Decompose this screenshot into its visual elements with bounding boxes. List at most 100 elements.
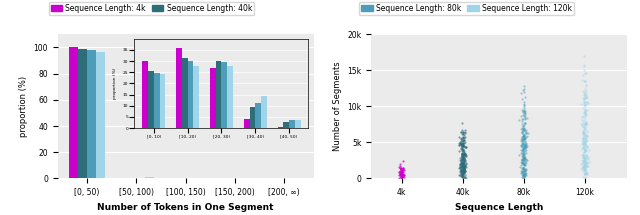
Point — [515, 165, 525, 169]
Point — [518, 147, 529, 150]
Point — [457, 170, 467, 173]
Point — [397, 172, 407, 176]
Point — [457, 164, 467, 167]
Point — [522, 134, 532, 137]
Point — [577, 158, 587, 162]
Point — [579, 64, 589, 67]
Point — [580, 166, 590, 170]
Point — [581, 134, 591, 138]
Point — [578, 137, 588, 140]
Point — [576, 102, 586, 105]
Point — [520, 143, 531, 147]
Point — [458, 135, 468, 139]
Point — [580, 171, 590, 175]
Point — [578, 131, 588, 134]
Point — [397, 176, 407, 179]
Point — [517, 173, 527, 177]
Point — [457, 175, 467, 179]
Point — [398, 175, 408, 178]
Point — [580, 157, 591, 161]
Point — [579, 168, 589, 172]
Point — [520, 146, 531, 149]
Point — [458, 165, 468, 168]
Point — [520, 143, 531, 146]
Point — [457, 169, 467, 172]
Point — [454, 163, 465, 166]
Point — [458, 141, 468, 145]
Point — [519, 159, 529, 163]
Point — [520, 171, 530, 174]
Point — [518, 111, 528, 114]
Point — [581, 163, 591, 166]
Point — [459, 153, 469, 157]
Point — [516, 151, 527, 155]
Point — [579, 124, 589, 127]
Point — [518, 161, 528, 164]
Point — [518, 149, 528, 153]
Point — [460, 173, 470, 177]
Point — [396, 170, 406, 173]
Point — [581, 102, 591, 106]
Point — [518, 90, 529, 94]
Point — [459, 169, 469, 172]
Point — [516, 171, 527, 174]
Point — [519, 175, 529, 178]
Point — [579, 151, 589, 154]
Point — [581, 122, 591, 126]
Point — [579, 161, 589, 164]
Point — [456, 155, 467, 159]
Point — [580, 148, 590, 152]
Point — [580, 160, 590, 164]
Point — [580, 112, 590, 115]
Point — [457, 152, 467, 156]
Point — [577, 122, 588, 126]
Point — [579, 96, 589, 100]
Point — [458, 139, 468, 142]
Point — [457, 155, 467, 159]
Point — [521, 131, 531, 134]
Point — [457, 175, 467, 178]
Point — [458, 162, 468, 165]
Point — [579, 146, 589, 149]
Point — [455, 167, 465, 170]
Point — [520, 163, 530, 166]
Point — [396, 173, 406, 176]
Point — [519, 144, 529, 147]
Point — [579, 132, 589, 135]
Y-axis label: Number of Segments: Number of Segments — [333, 62, 342, 151]
Legend: Sequence Length: 4k, Sequence Length: 40k: Sequence Length: 4k, Sequence Length: 40… — [49, 2, 254, 15]
Point — [580, 162, 591, 166]
Point — [456, 169, 467, 172]
Point — [520, 111, 531, 115]
Point — [579, 141, 589, 144]
Point — [580, 72, 591, 75]
Point — [458, 144, 468, 148]
Point — [459, 161, 469, 165]
Point — [519, 123, 529, 126]
Point — [520, 137, 530, 140]
Point — [457, 144, 467, 147]
Point — [520, 167, 530, 170]
Point — [579, 119, 589, 122]
Point — [461, 163, 472, 166]
Point — [579, 137, 589, 141]
Point — [580, 170, 591, 173]
Point — [520, 173, 531, 177]
Point — [516, 115, 527, 118]
Point — [518, 109, 528, 112]
Point — [579, 150, 589, 154]
Point — [397, 170, 407, 174]
Point — [517, 97, 527, 101]
Point — [582, 161, 593, 164]
Point — [460, 145, 470, 149]
Point — [579, 127, 589, 131]
Point — [460, 158, 470, 161]
Point — [456, 159, 466, 163]
Point — [516, 127, 527, 130]
Point — [458, 173, 468, 177]
Point — [579, 54, 589, 57]
Point — [460, 129, 470, 132]
Point — [455, 143, 465, 146]
Point — [517, 159, 527, 162]
Point — [579, 134, 589, 137]
